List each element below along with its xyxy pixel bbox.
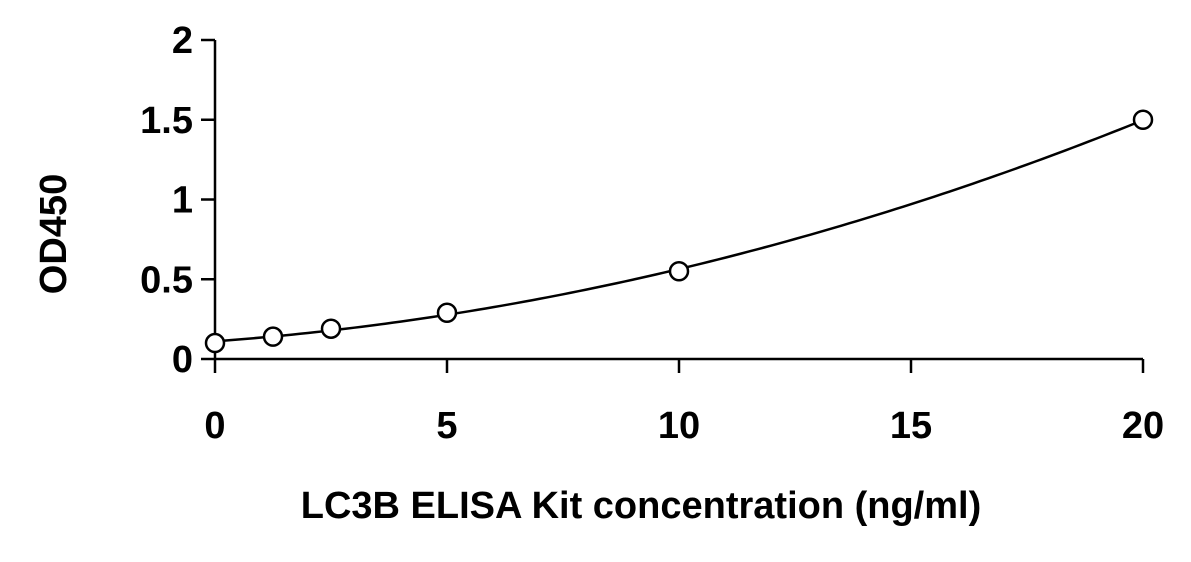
- marker-layer: [204, 109, 1154, 354]
- data-point: [204, 332, 226, 354]
- x-tick-label: 10: [658, 405, 700, 447]
- x-tick-label: 20: [1122, 405, 1164, 447]
- y-tick-label: 2: [172, 20, 193, 62]
- y-tick-label: 0: [172, 339, 193, 381]
- y-ticks: 0 0.5 1 1.5 2: [140, 20, 215, 381]
- data-point: [320, 318, 342, 339]
- data-point: [262, 326, 284, 347]
- fit-curve: [214, 118, 1144, 343]
- data-point: [668, 261, 690, 282]
- data-point: [436, 302, 458, 323]
- x-tick-label: 5: [436, 405, 457, 447]
- data-point: [1132, 109, 1154, 130]
- x-tick-label: 0: [204, 405, 225, 447]
- x-ticks: 0 5 10 15 20: [204, 359, 1164, 447]
- y-axis-title: OD450: [33, 174, 75, 294]
- x-axis-title: LC3B ELISA Kit concentration (ng/ml): [301, 485, 982, 527]
- y-tick-label: 0.5: [140, 259, 193, 301]
- y-tick-label: 1.5: [140, 100, 193, 142]
- axes: [213, 40, 1143, 361]
- y-tick-label: 1: [172, 180, 193, 222]
- curve-layer: [214, 118, 1144, 343]
- x-tick-label: 15: [890, 405, 932, 447]
